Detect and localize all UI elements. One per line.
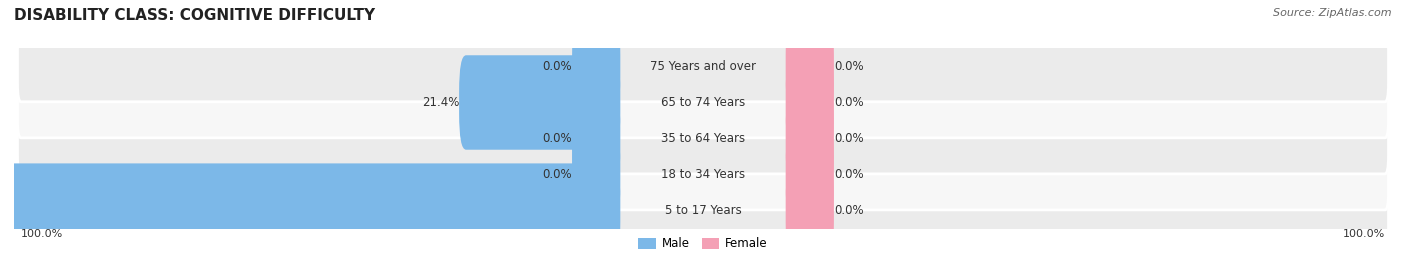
Text: 0.0%: 0.0% [543, 132, 572, 145]
Text: 65 to 74 Years: 65 to 74 Years [661, 96, 745, 109]
Text: 75 Years and over: 75 Years and over [650, 60, 756, 73]
FancyBboxPatch shape [786, 127, 834, 222]
Legend: Male, Female: Male, Female [634, 233, 772, 255]
FancyBboxPatch shape [572, 91, 620, 186]
Text: 5 to 17 Years: 5 to 17 Years [665, 204, 741, 217]
Text: 0.0%: 0.0% [543, 60, 572, 73]
Text: 0.0%: 0.0% [834, 168, 863, 181]
FancyBboxPatch shape [786, 163, 834, 258]
FancyBboxPatch shape [460, 55, 620, 150]
Text: 0.0%: 0.0% [543, 168, 572, 181]
FancyBboxPatch shape [572, 19, 620, 114]
Text: 100.0%: 100.0% [21, 229, 63, 239]
FancyBboxPatch shape [17, 103, 1389, 174]
Text: 18 to 34 Years: 18 to 34 Years [661, 168, 745, 181]
Text: 35 to 64 Years: 35 to 64 Years [661, 132, 745, 145]
FancyBboxPatch shape [786, 19, 834, 114]
Text: 0.0%: 0.0% [834, 96, 863, 109]
Text: 100.0%: 100.0% [1343, 229, 1385, 239]
FancyBboxPatch shape [17, 139, 1389, 210]
FancyBboxPatch shape [17, 67, 1389, 138]
Text: Source: ZipAtlas.com: Source: ZipAtlas.com [1274, 8, 1392, 18]
Text: 21.4%: 21.4% [422, 96, 460, 109]
FancyBboxPatch shape [786, 91, 834, 186]
FancyBboxPatch shape [0, 163, 620, 258]
Text: DISABILITY CLASS: COGNITIVE DIFFICULTY: DISABILITY CLASS: COGNITIVE DIFFICULTY [14, 8, 375, 23]
FancyBboxPatch shape [17, 31, 1389, 102]
Text: 0.0%: 0.0% [834, 60, 863, 73]
Text: 0.0%: 0.0% [834, 204, 863, 217]
FancyBboxPatch shape [17, 175, 1389, 246]
FancyBboxPatch shape [786, 55, 834, 150]
FancyBboxPatch shape [572, 127, 620, 222]
Text: 0.0%: 0.0% [834, 132, 863, 145]
